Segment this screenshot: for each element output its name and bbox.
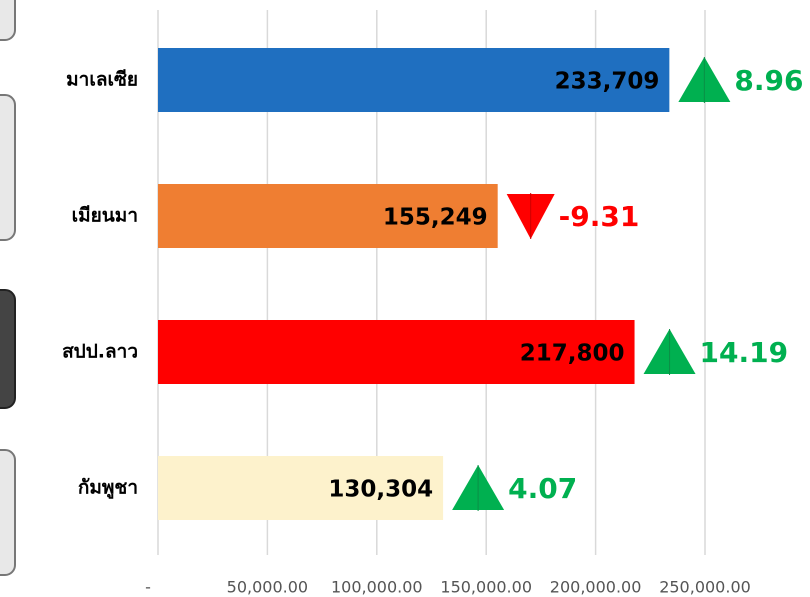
value-label: 155,249 [383, 205, 488, 231]
side-decoration [0, 0, 16, 576]
value-label: 130,304 [328, 477, 433, 503]
y-tick-label: มาเลเซีย [66, 69, 138, 91]
bar [158, 48, 670, 112]
side-tab [0, 0, 16, 41]
value-label: 217,800 [520, 341, 625, 367]
x-tick-label: 150,000.00 [440, 578, 532, 597]
x-tick-label: 250,000.00 [659, 578, 751, 597]
y-tick-label: กัมพูชา [78, 477, 138, 500]
growth-label: -9.31 [559, 200, 640, 233]
growth-label: 14.19 [700, 336, 789, 369]
x-tick-label: - [145, 578, 151, 597]
bar [158, 184, 498, 248]
side-tab [0, 94, 16, 241]
bar [158, 456, 444, 520]
growth-label: 8.96 [734, 64, 803, 97]
y-tick-label: สปป.ลาว [62, 341, 138, 363]
y-tick-label: เมียนมา [72, 205, 138, 227]
side-tab [0, 289, 16, 409]
bar [158, 320, 635, 384]
side-tab [0, 449, 16, 576]
value-label: 233,709 [555, 69, 660, 95]
growth-label: 4.07 [508, 472, 577, 505]
x-tick-label: 100,000.00 [331, 578, 423, 597]
x-tick-label: 50,000.00 [227, 578, 308, 597]
x-tick-label: 200,000.00 [550, 578, 642, 597]
